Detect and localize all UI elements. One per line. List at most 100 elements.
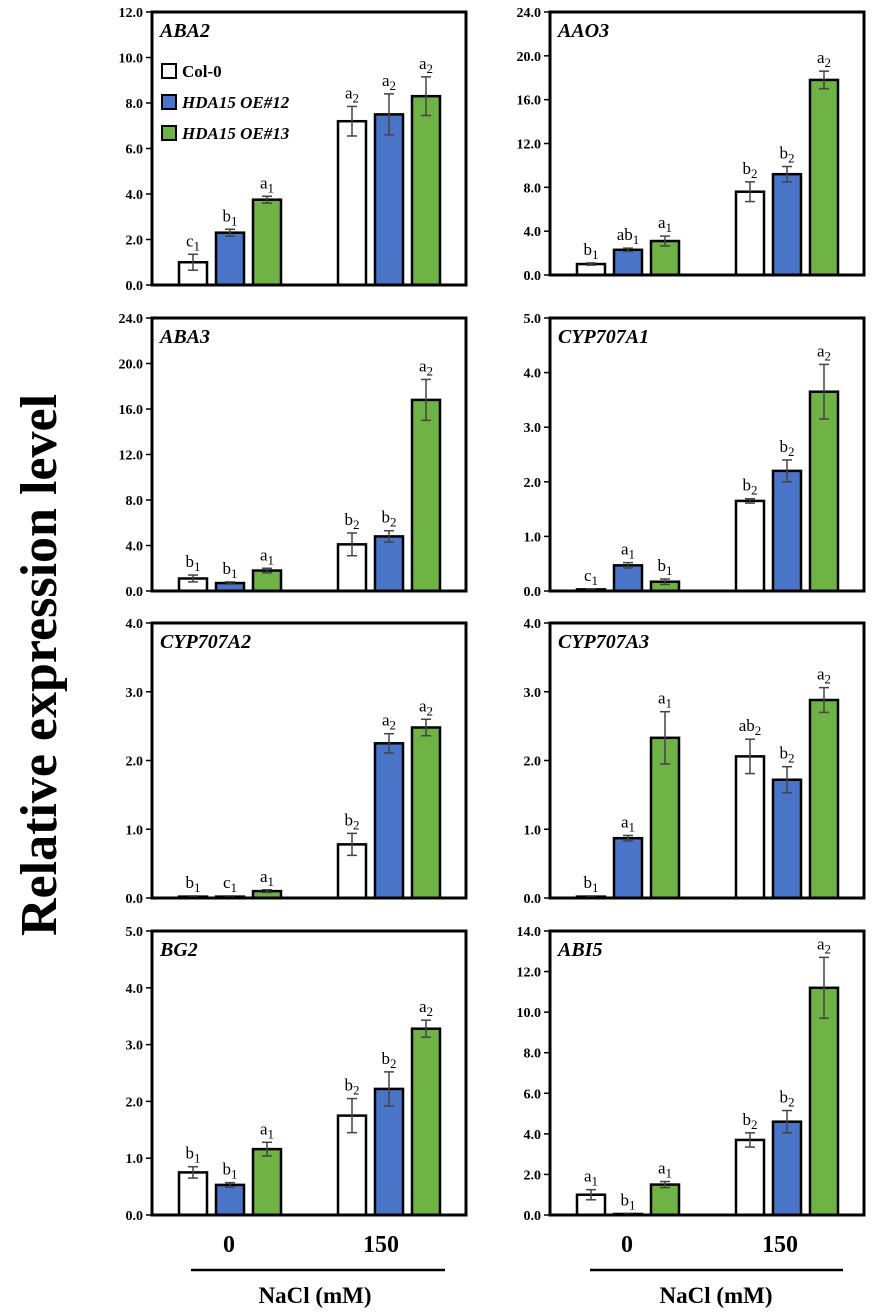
bar xyxy=(612,564,644,593)
legend-swatch xyxy=(161,94,177,110)
y-tick-label: 10.0 xyxy=(119,52,144,67)
y-tick-label: 0.0 xyxy=(524,1209,542,1224)
significance-label: c1 xyxy=(186,231,200,253)
significance-label: b2 xyxy=(743,159,758,181)
x-tick-right-0: 0 xyxy=(621,1232,633,1258)
legend-label: HDA15 OE#13 xyxy=(181,124,290,143)
plot-frame xyxy=(150,929,468,1217)
y-tick-label: 20.0 xyxy=(119,358,144,373)
bar xyxy=(336,119,368,287)
y-tick-label: 5.0 xyxy=(126,925,144,940)
legend-label: HDA15 OE#12 xyxy=(181,93,290,112)
x-axis-label-right: NaCl (mM) xyxy=(659,1283,772,1308)
significance-label: b1 xyxy=(584,873,599,895)
bar xyxy=(612,248,644,277)
plot-frame xyxy=(548,621,866,900)
significance-label: a2 xyxy=(419,696,433,718)
panel-aba2: 0.0 2.0 4.0 6.0 8.0 10.0 12.0 c1 a2 b1 a2 a1 a2 ABA2 xyxy=(119,6,468,294)
panel-bg2: 0.0 1.0 2.0 3.0 4.0 5.0 b1 b2 b1 b2 a1 a2 BG2 xyxy=(126,925,468,1224)
y-tick-label: 12.0 xyxy=(517,966,542,981)
bar xyxy=(734,499,766,593)
significance-label: b1 xyxy=(186,552,201,574)
y-tick-label: 1.0 xyxy=(524,530,542,545)
x-tick-right-150: 150 xyxy=(762,1232,798,1258)
significance-label: a1 xyxy=(658,213,672,235)
bar xyxy=(734,1138,766,1217)
significance-label: b1 xyxy=(584,240,599,262)
significance-label: a2 xyxy=(382,71,396,93)
bar xyxy=(251,569,283,593)
significance-label: ab1 xyxy=(617,225,640,247)
significance-label: b2 xyxy=(382,1049,397,1071)
y-tick-label: 16.0 xyxy=(119,403,144,418)
bar xyxy=(214,231,246,287)
bar xyxy=(734,755,766,900)
y-tick-label: 3.0 xyxy=(126,1039,144,1054)
significance-label: b2 xyxy=(780,437,795,459)
y-axis-label: Relative expression level xyxy=(11,394,68,936)
y-tick-label: 6.0 xyxy=(524,1087,542,1102)
panel-title: ABA3 xyxy=(158,326,210,348)
y-tick-label: 14.0 xyxy=(517,925,542,940)
panel-title: CYP707A1 xyxy=(558,326,649,348)
bar xyxy=(649,1183,681,1217)
bar xyxy=(410,94,442,287)
significance-label: b2 xyxy=(780,1088,795,1110)
significance-label: b1 xyxy=(186,1144,201,1166)
significance-label: b1 xyxy=(658,556,673,578)
panel-title: BG2 xyxy=(159,939,198,961)
significance-label: c1 xyxy=(584,566,598,588)
y-tick-label: 20.0 xyxy=(517,50,542,65)
bar xyxy=(336,543,368,593)
bar xyxy=(410,398,442,593)
significance-label: b1 xyxy=(223,559,238,581)
y-tick-label: 4.0 xyxy=(524,617,542,632)
significance-label: a1 xyxy=(658,689,672,711)
bar xyxy=(410,1027,442,1217)
plot-frame xyxy=(548,316,866,593)
y-tick-label: 3.0 xyxy=(524,421,542,436)
significance-label: a1 xyxy=(584,1167,598,1189)
y-tick-label: 0.0 xyxy=(126,279,144,294)
significance-label: a1 xyxy=(621,540,635,562)
y-tick-label: 16.0 xyxy=(517,94,542,109)
significance-label: a2 xyxy=(382,711,396,733)
significance-label: ab2 xyxy=(739,716,762,738)
bar xyxy=(214,1183,246,1217)
significance-label: b1 xyxy=(223,206,238,228)
significance-label: a2 xyxy=(419,54,433,76)
bar xyxy=(808,390,840,593)
x-axis-left: 0 150 NaCl (mM) xyxy=(191,1232,445,1308)
bar xyxy=(771,469,803,593)
y-tick-label: 4.0 xyxy=(126,617,144,632)
y-tick-label: 2.0 xyxy=(524,476,542,491)
y-tick-label: 24.0 xyxy=(119,312,144,327)
y-tick-label: 1.0 xyxy=(126,823,144,838)
bar xyxy=(373,742,405,900)
bar xyxy=(373,1087,405,1217)
plot-frame xyxy=(548,929,866,1217)
panel-aba3: 0.0 4.0 8.0 12.0 16.0 20.0 24.0 b1 b2 b1 b2 a1 a2 ABA… xyxy=(119,312,468,600)
y-tick-label: 4.0 xyxy=(524,1128,542,1143)
plot-frame xyxy=(548,10,866,277)
plot-frame xyxy=(150,621,468,900)
significance-label: b1 xyxy=(186,873,201,895)
significance-label: a1 xyxy=(260,545,274,567)
y-tick-label: 8.0 xyxy=(126,494,144,509)
bar xyxy=(808,698,840,900)
panel-aao3: 0.0 4.0 8.0 12.0 16.0 20.0 24.0 b1 b2 ab1 b2 a1 a2 AA… xyxy=(517,6,866,284)
bar xyxy=(734,190,766,277)
x-tick-left-150: 150 xyxy=(363,1232,399,1258)
y-tick-label: 0.0 xyxy=(524,585,542,600)
significance-label: a2 xyxy=(817,341,831,363)
y-tick-label: 1.0 xyxy=(126,1152,144,1167)
significance-label: a1 xyxy=(260,173,274,195)
significance-label: a1 xyxy=(621,812,635,834)
bar xyxy=(771,778,803,900)
legend-swatch xyxy=(161,63,177,79)
bar xyxy=(373,113,405,287)
significance-label: b2 xyxy=(345,810,360,832)
y-tick-label: 2.0 xyxy=(126,755,144,770)
bar xyxy=(251,198,283,287)
